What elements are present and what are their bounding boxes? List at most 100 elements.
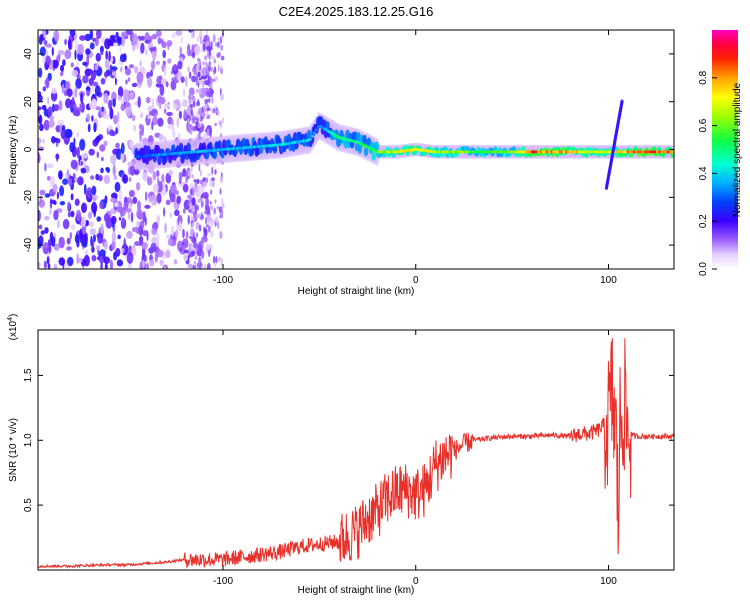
noise-blotch	[103, 213, 110, 223]
noise-blotch	[128, 64, 135, 69]
noise-blotch	[58, 236, 65, 249]
noise-blotch	[164, 222, 167, 234]
noise-blotch	[94, 64, 99, 71]
noise-blotch	[96, 135, 101, 142]
noise-blotch	[155, 30, 162, 37]
noise-blotch	[48, 209, 52, 216]
noise-blotch	[39, 195, 42, 204]
noise-blotch	[44, 216, 50, 221]
noise-blotch	[96, 30, 102, 39]
noise-blotch	[69, 142, 75, 153]
noise-blotch	[47, 263, 51, 269]
noise-blotch	[190, 228, 195, 238]
noise-blotch	[88, 211, 93, 220]
noise-blotch	[214, 42, 218, 47]
noise-blotch	[126, 252, 134, 264]
y-tick-label: -20	[23, 190, 34, 205]
noise-blotch	[140, 42, 145, 54]
noise-blotch	[45, 77, 50, 89]
noise-blotch	[95, 245, 101, 250]
noise-blotch	[192, 30, 195, 38]
noise-blotch	[95, 173, 100, 181]
ridge-mark	[374, 141, 379, 152]
noise-blotch	[169, 192, 176, 203]
noise-blotch	[152, 116, 158, 126]
noise-blotch	[214, 76, 219, 81]
noise-blotch	[46, 256, 50, 265]
noise-blotch	[70, 210, 75, 218]
noise-blotch	[156, 192, 162, 204]
noise-blotch	[162, 50, 166, 59]
noise-blotch	[66, 237, 71, 245]
noise-blotch	[138, 236, 144, 243]
noise-blotch	[195, 77, 199, 86]
noise-blotch	[157, 117, 164, 127]
noise-blotch	[140, 112, 144, 119]
noise-blotch	[120, 66, 123, 73]
noise-blotch	[112, 148, 119, 155]
noise-blotch	[53, 243, 60, 251]
noise-blotch	[100, 223, 104, 236]
noise-blotch	[70, 62, 75, 68]
noise-blotch	[62, 178, 69, 185]
noise-blotch	[127, 140, 131, 147]
noise-blotch	[172, 131, 176, 138]
noise-blotch	[203, 180, 207, 187]
noise-blotch	[198, 261, 201, 266]
spectrogram-panel: -100 0 100 -40 -20 0 20 40 Height of straight l…	[8, 29, 675, 297]
noise-blotch	[198, 224, 202, 232]
ridge-mark	[357, 143, 363, 154]
noise-blotch	[38, 114, 43, 125]
noise-blotch	[179, 220, 182, 231]
noise-blotch	[157, 176, 160, 185]
noise-blotch	[159, 104, 162, 110]
noise-blotch	[92, 37, 96, 42]
noise-blotch	[87, 123, 91, 133]
noise-blotch	[113, 175, 118, 180]
noise-blotch	[208, 249, 211, 258]
ridge-mark	[363, 146, 369, 157]
noise-blotch	[148, 195, 152, 203]
noise-blotch	[149, 259, 155, 267]
noise-blotch	[205, 110, 208, 117]
noise-blotch	[206, 50, 210, 58]
noise-blotch	[188, 106, 192, 112]
noise-blotch	[219, 36, 223, 44]
noise-blotch	[93, 234, 96, 243]
noise-blotch	[66, 168, 70, 178]
noise-blotch	[205, 197, 210, 207]
noise-blotch	[119, 188, 123, 201]
noise-blotch	[111, 71, 117, 77]
noise-blotch	[211, 180, 215, 188]
noise-blotch	[100, 51, 104, 56]
noise-blotch	[91, 201, 98, 214]
noise-blotch	[209, 220, 213, 229]
noise-blotch	[119, 46, 122, 52]
noise-blotch	[199, 36, 202, 45]
noise-blotch	[38, 261, 41, 269]
noise-blotch	[94, 36, 99, 47]
noise-blotch	[188, 87, 195, 96]
noise-blotch	[57, 119, 65, 127]
noise-blotch	[146, 176, 153, 186]
noise-blotch	[114, 181, 121, 193]
ridge-mark	[178, 142, 184, 153]
noise-blotch	[188, 51, 191, 56]
noise-blotch	[215, 110, 219, 113]
noise-blotch	[144, 216, 147, 226]
noise-blotch	[124, 208, 132, 213]
noise-blotch	[121, 247, 125, 254]
noise-blotch	[147, 76, 153, 88]
noise-blotch	[165, 199, 171, 205]
x-tick-label: 0	[413, 576, 419, 587]
noise-blotch	[217, 37, 221, 41]
noise-blotch	[152, 97, 155, 110]
noise-blotch	[147, 114, 151, 120]
noise-blotch	[218, 258, 222, 262]
noise-blotch	[68, 177, 73, 187]
noise-blotch	[210, 89, 214, 95]
noise-blotch	[103, 92, 109, 104]
noise-blotch	[98, 254, 105, 264]
noise-blotch	[67, 38, 72, 50]
noise-blotch	[92, 84, 95, 92]
